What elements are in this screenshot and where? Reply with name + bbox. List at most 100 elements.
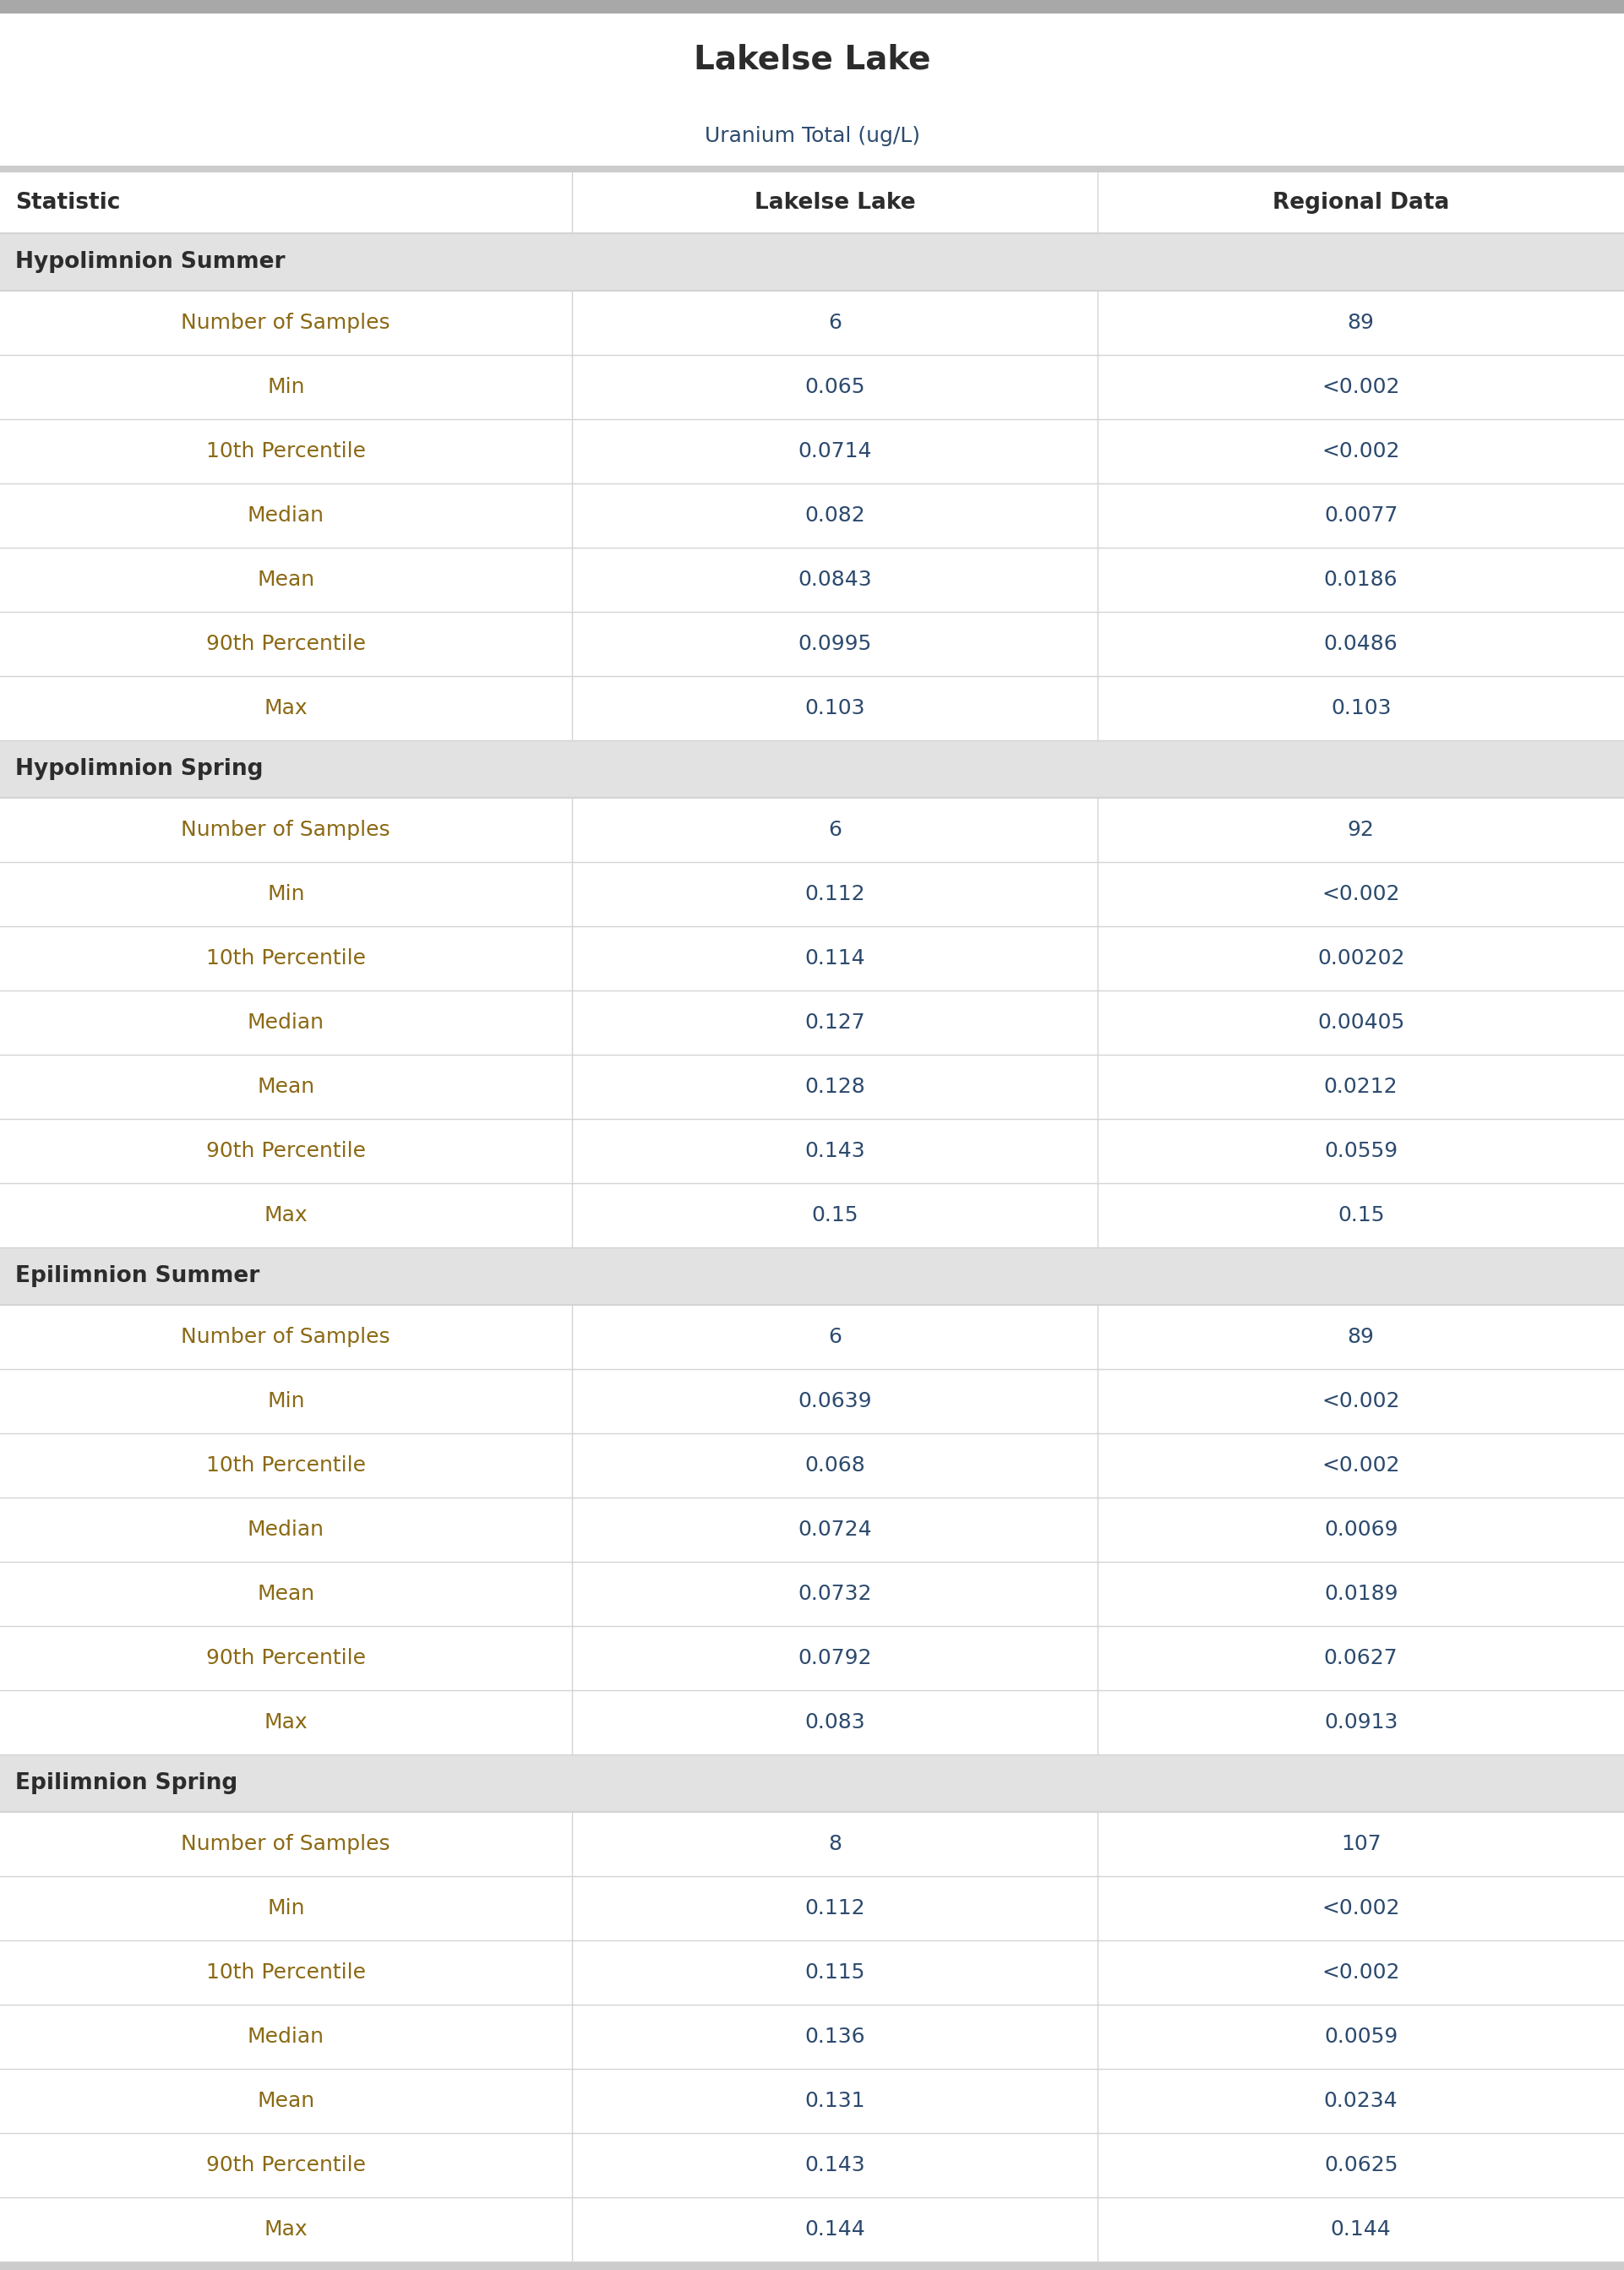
Text: 0.103: 0.103 <box>1330 699 1392 717</box>
Bar <box>0 1691 1624 1755</box>
Text: 90th Percentile: 90th Percentile <box>206 2154 365 2175</box>
Text: 10th Percentile: 10th Percentile <box>206 1961 365 1982</box>
Bar <box>0 1755 1624 1811</box>
Text: 0.083: 0.083 <box>804 1712 866 1732</box>
Text: Lakelse Lake: Lakelse Lake <box>693 43 931 77</box>
Text: Statistic: Statistic <box>15 193 120 213</box>
Bar <box>0 2261 1624 2270</box>
Text: 0.0792: 0.0792 <box>797 1648 872 1668</box>
Text: 92: 92 <box>1348 819 1374 840</box>
Text: <0.002: <0.002 <box>1322 1455 1400 1476</box>
Bar <box>0 1498 1624 1562</box>
Text: Median: Median <box>247 506 325 527</box>
Text: <0.002: <0.002 <box>1322 1961 1400 1982</box>
Text: 0.00202: 0.00202 <box>1317 949 1405 969</box>
Bar <box>0 1432 1624 1498</box>
Bar <box>0 1562 1624 1625</box>
Text: Mean: Mean <box>257 2091 315 2111</box>
Text: 0.0189: 0.0189 <box>1324 1584 1398 1605</box>
Bar <box>0 863 1624 926</box>
Text: 90th Percentile: 90th Percentile <box>206 1142 365 1162</box>
Text: Regional Data: Regional Data <box>1273 193 1449 213</box>
Bar <box>0 420 1624 484</box>
Bar <box>0 740 1624 797</box>
Text: 10th Percentile: 10th Percentile <box>206 1455 365 1476</box>
Bar <box>0 1811 1624 1877</box>
Text: 0.112: 0.112 <box>804 883 866 903</box>
Text: 0.127: 0.127 <box>804 1012 866 1033</box>
Text: Median: Median <box>247 1012 325 1033</box>
Bar <box>0 14 1624 107</box>
Text: Min: Min <box>266 1392 305 1412</box>
Text: <0.002: <0.002 <box>1322 440 1400 461</box>
Text: Lakelse Lake: Lakelse Lake <box>754 193 916 213</box>
Text: 0.143: 0.143 <box>804 2154 866 2175</box>
Text: Number of Samples: Number of Samples <box>182 1328 390 1346</box>
Bar <box>0 613 1624 676</box>
Text: 0.0627: 0.0627 <box>1324 1648 1398 1668</box>
Text: 6: 6 <box>828 1328 841 1346</box>
Text: 0.144: 0.144 <box>804 2220 866 2240</box>
Text: 0.0069: 0.0069 <box>1324 1519 1398 1539</box>
Text: 0.15: 0.15 <box>812 1205 857 1226</box>
Text: Hypolimnion Spring: Hypolimnion Spring <box>15 758 263 781</box>
Text: 0.0843: 0.0843 <box>797 570 872 590</box>
Text: Uranium Total (ug/L): Uranium Total (ug/L) <box>705 125 919 145</box>
Bar <box>0 1305 1624 1369</box>
Text: 0.0186: 0.0186 <box>1324 570 1398 590</box>
Text: Number of Samples: Number of Samples <box>182 1834 390 1855</box>
Text: 0.128: 0.128 <box>804 1076 866 1096</box>
Text: 0.15: 0.15 <box>1338 1205 1384 1226</box>
Text: 0.0077: 0.0077 <box>1324 506 1398 527</box>
Text: <0.002: <0.002 <box>1322 1392 1400 1412</box>
Text: 0.114: 0.114 <box>804 949 866 969</box>
Text: Mean: Mean <box>257 1584 315 1605</box>
Text: 0.082: 0.082 <box>804 506 866 527</box>
Text: Mean: Mean <box>257 1076 315 1096</box>
Text: 90th Percentile: 90th Percentile <box>206 633 365 654</box>
Text: 0.112: 0.112 <box>804 1898 866 1918</box>
Bar <box>0 1625 1624 1691</box>
Text: 0.103: 0.103 <box>804 699 866 717</box>
Text: Max: Max <box>265 699 307 717</box>
Bar <box>0 1119 1624 1183</box>
Text: 10th Percentile: 10th Percentile <box>206 440 365 461</box>
Text: 0.0059: 0.0059 <box>1324 2027 1398 2048</box>
Text: <0.002: <0.002 <box>1322 883 1400 903</box>
Bar <box>0 2134 1624 2197</box>
Bar <box>0 2197 1624 2261</box>
Text: Hypolimnion Summer: Hypolimnion Summer <box>15 252 286 272</box>
Text: 0.0732: 0.0732 <box>797 1584 872 1605</box>
Text: 107: 107 <box>1341 1834 1380 1855</box>
Text: Min: Min <box>266 1898 305 1918</box>
Text: 0.0212: 0.0212 <box>1324 1076 1398 1096</box>
Text: Epilimnion Summer: Epilimnion Summer <box>15 1264 260 1287</box>
Text: <0.002: <0.002 <box>1322 377 1400 397</box>
Bar <box>0 676 1624 740</box>
Text: 0.0724: 0.0724 <box>797 1519 872 1539</box>
Bar <box>0 291 1624 354</box>
Bar <box>0 926 1624 990</box>
Text: Median: Median <box>247 2027 325 2048</box>
Text: Mean: Mean <box>257 570 315 590</box>
Text: 0.0486: 0.0486 <box>1324 633 1398 654</box>
Text: 8: 8 <box>828 1834 841 1855</box>
Bar <box>0 234 1624 291</box>
Text: Number of Samples: Number of Samples <box>182 313 390 334</box>
Text: 89: 89 <box>1348 1328 1374 1346</box>
Text: 0.143: 0.143 <box>804 1142 866 1162</box>
Bar <box>0 173 1624 234</box>
Bar <box>0 166 1624 173</box>
Bar <box>0 1369 1624 1432</box>
Text: 0.00405: 0.00405 <box>1317 1012 1405 1033</box>
Bar <box>0 1941 1624 2004</box>
Text: 0.0995: 0.0995 <box>797 633 872 654</box>
Text: 0.0625: 0.0625 <box>1324 2154 1398 2175</box>
Text: 0.131: 0.131 <box>804 2091 866 2111</box>
Text: <0.002: <0.002 <box>1322 1898 1400 1918</box>
Text: 6: 6 <box>828 819 841 840</box>
Text: 90th Percentile: 90th Percentile <box>206 1648 365 1668</box>
Bar <box>0 2004 1624 2068</box>
Bar <box>0 990 1624 1056</box>
Text: 6: 6 <box>828 313 841 334</box>
